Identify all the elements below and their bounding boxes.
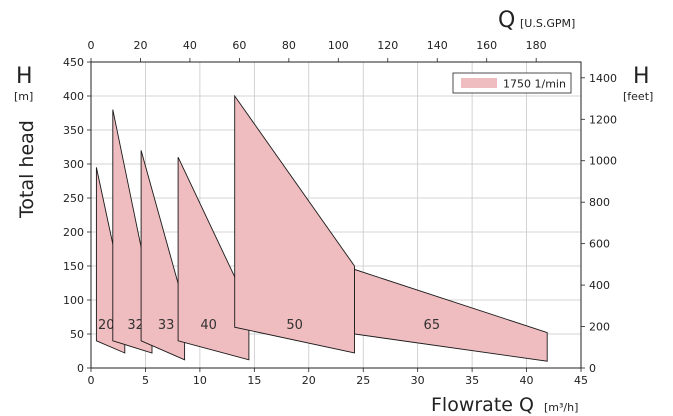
x-top-tick-label: 160 [476,39,497,52]
x-bottom-tick-label: 35 [465,374,479,387]
x-top-tick-label: 100 [328,39,349,52]
y-left-unit: [m] [14,90,33,103]
axis-ticks: 0 5 10 15 20 25 30 35 40 450 20 40 60 80 100 120 140 160 1… [63,39,617,387]
x-bottom-tick-label: 30 [411,374,425,387]
zone-label-32: 32 [127,318,144,333]
y-right-unit: [feet] [623,90,653,103]
x-bottom-tick-label: 10 [193,374,207,387]
x-bottom-tick-label: 5 [142,374,149,387]
x-top-tick-label: 180 [526,39,547,52]
y-right-tick-label: 800 [589,196,610,209]
y-right-tick-label: 400 [589,279,610,292]
x-top-tick-label: 120 [377,39,398,52]
x-top-title: Q [498,8,515,33]
zone-label-65: 65 [424,318,441,333]
y-right-tick-label: 1200 [589,113,617,126]
y-right-tick-label: 1000 [589,155,617,168]
y-left-title: H [16,64,33,89]
plot-frame [90,61,582,369]
x-bottom-tick-label: 45 [574,374,588,387]
x-bottom-title: Flowrate Q [431,394,534,416]
x-top-tick-label: 20 [133,39,147,52]
x-top-tick-label: 0 [88,39,95,52]
y-left-tick-label: 0 [77,362,84,375]
y-right-tick-label: 0 [589,362,596,375]
x-bottom-tick-label: 40 [520,374,534,387]
x-bottom-tick-label: 15 [247,374,261,387]
zone-label-50: 50 [286,318,303,333]
pump-zones: 20 32 33 40 50 65 [95,94,548,362]
x-top-unit: [U.S.GPM] [520,17,575,30]
y-right-tick-label: 200 [589,321,610,334]
zone-label-33: 33 [158,318,175,333]
x-top-tick-label: 80 [282,39,296,52]
y-left-tick-label: 200 [63,226,84,239]
zone-65 [354,268,548,362]
y-left-tick-label: 400 [63,90,84,103]
y-left-tick-label: 100 [63,294,84,307]
zone-50 [234,94,355,354]
legend-swatch [461,78,497,88]
x-bottom-unit: [m³/h] [544,401,578,414]
y-right-tick-label: 1400 [589,72,617,85]
x-bottom-tick-label: 25 [356,374,370,387]
x-top-tick-label: 60 [232,39,246,52]
y-right-tick-label: 600 [589,238,610,251]
legend-label: 1750 1/min [503,78,566,91]
x-top-tick-label: 40 [183,39,197,52]
y-left-tick-label: 350 [63,124,84,137]
x-top-tick-label: 140 [427,39,448,52]
zone-label-20: 20 [98,318,115,333]
y-right-title: H [633,64,650,89]
x-bottom-tick-label: 0 [88,374,95,387]
y-left-rotated-title: Total head [16,120,38,219]
y-left-tick-label: 300 [63,158,84,171]
y-left-tick-label: 50 [70,328,84,341]
x-bottom-tick-label: 20 [302,374,316,387]
zone-label-40: 40 [200,318,217,333]
y-left-tick-label: 250 [63,192,84,205]
y-left-tick-label: 450 [63,56,84,69]
y-left-tick-label: 150 [63,260,84,273]
legend: 1750 1/min [452,72,572,94]
